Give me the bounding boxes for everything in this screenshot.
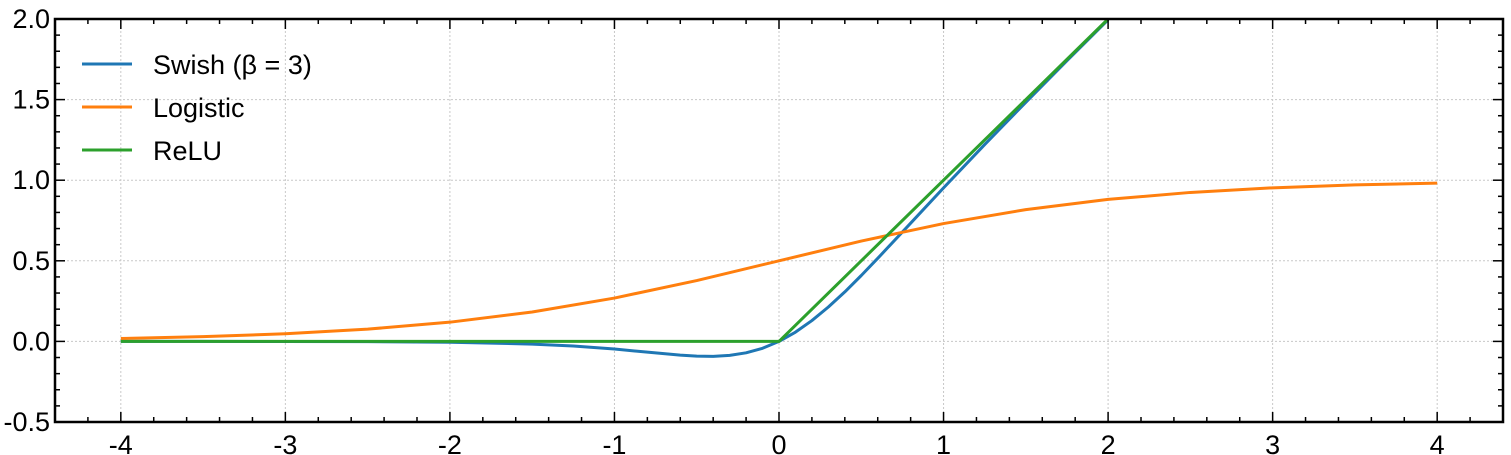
legend-label-swish: Swish (β = 3) bbox=[153, 50, 312, 80]
series-line-swish bbox=[120, 18, 1110, 358]
series-line-logistic bbox=[120, 181, 1438, 340]
legend-label-logistic: Logistic bbox=[153, 93, 245, 123]
series-line-relu bbox=[120, 17, 1110, 343]
x-tick-label: 2 bbox=[1101, 430, 1116, 455]
x-tick-label: 0 bbox=[771, 430, 786, 455]
x-tick-label: 4 bbox=[1430, 430, 1445, 455]
x-tick-label: -1 bbox=[602, 430, 626, 455]
y-tick-label: 0.0 bbox=[12, 326, 50, 356]
series-layer bbox=[120, 17, 1438, 358]
y-tick-label: 1.5 bbox=[12, 85, 50, 115]
x-tick-label: 3 bbox=[1265, 430, 1280, 455]
y-tick-label: 1.0 bbox=[12, 165, 50, 195]
y-tick-label: 0.5 bbox=[12, 246, 50, 276]
legend: Swish (β = 3) Logistic ReLU bbox=[82, 50, 312, 166]
x-tick-label: -4 bbox=[109, 430, 133, 455]
y-tick-label: -0.5 bbox=[3, 407, 50, 437]
x-tick-label: -3 bbox=[273, 430, 297, 455]
x-tick-labels: -4 -3 -2 -1 0 1 2 3 4 bbox=[109, 430, 1445, 455]
x-tick-label: 1 bbox=[936, 430, 951, 455]
y-tick-labels: -0.5 0.0 0.5 1.0 1.5 2.0 bbox=[3, 4, 50, 437]
legend-label-relu: ReLU bbox=[153, 136, 222, 166]
y-tick-label: 2.0 bbox=[12, 4, 50, 34]
x-tick-label: -2 bbox=[438, 430, 462, 455]
plot-frame bbox=[53, 17, 1505, 424]
